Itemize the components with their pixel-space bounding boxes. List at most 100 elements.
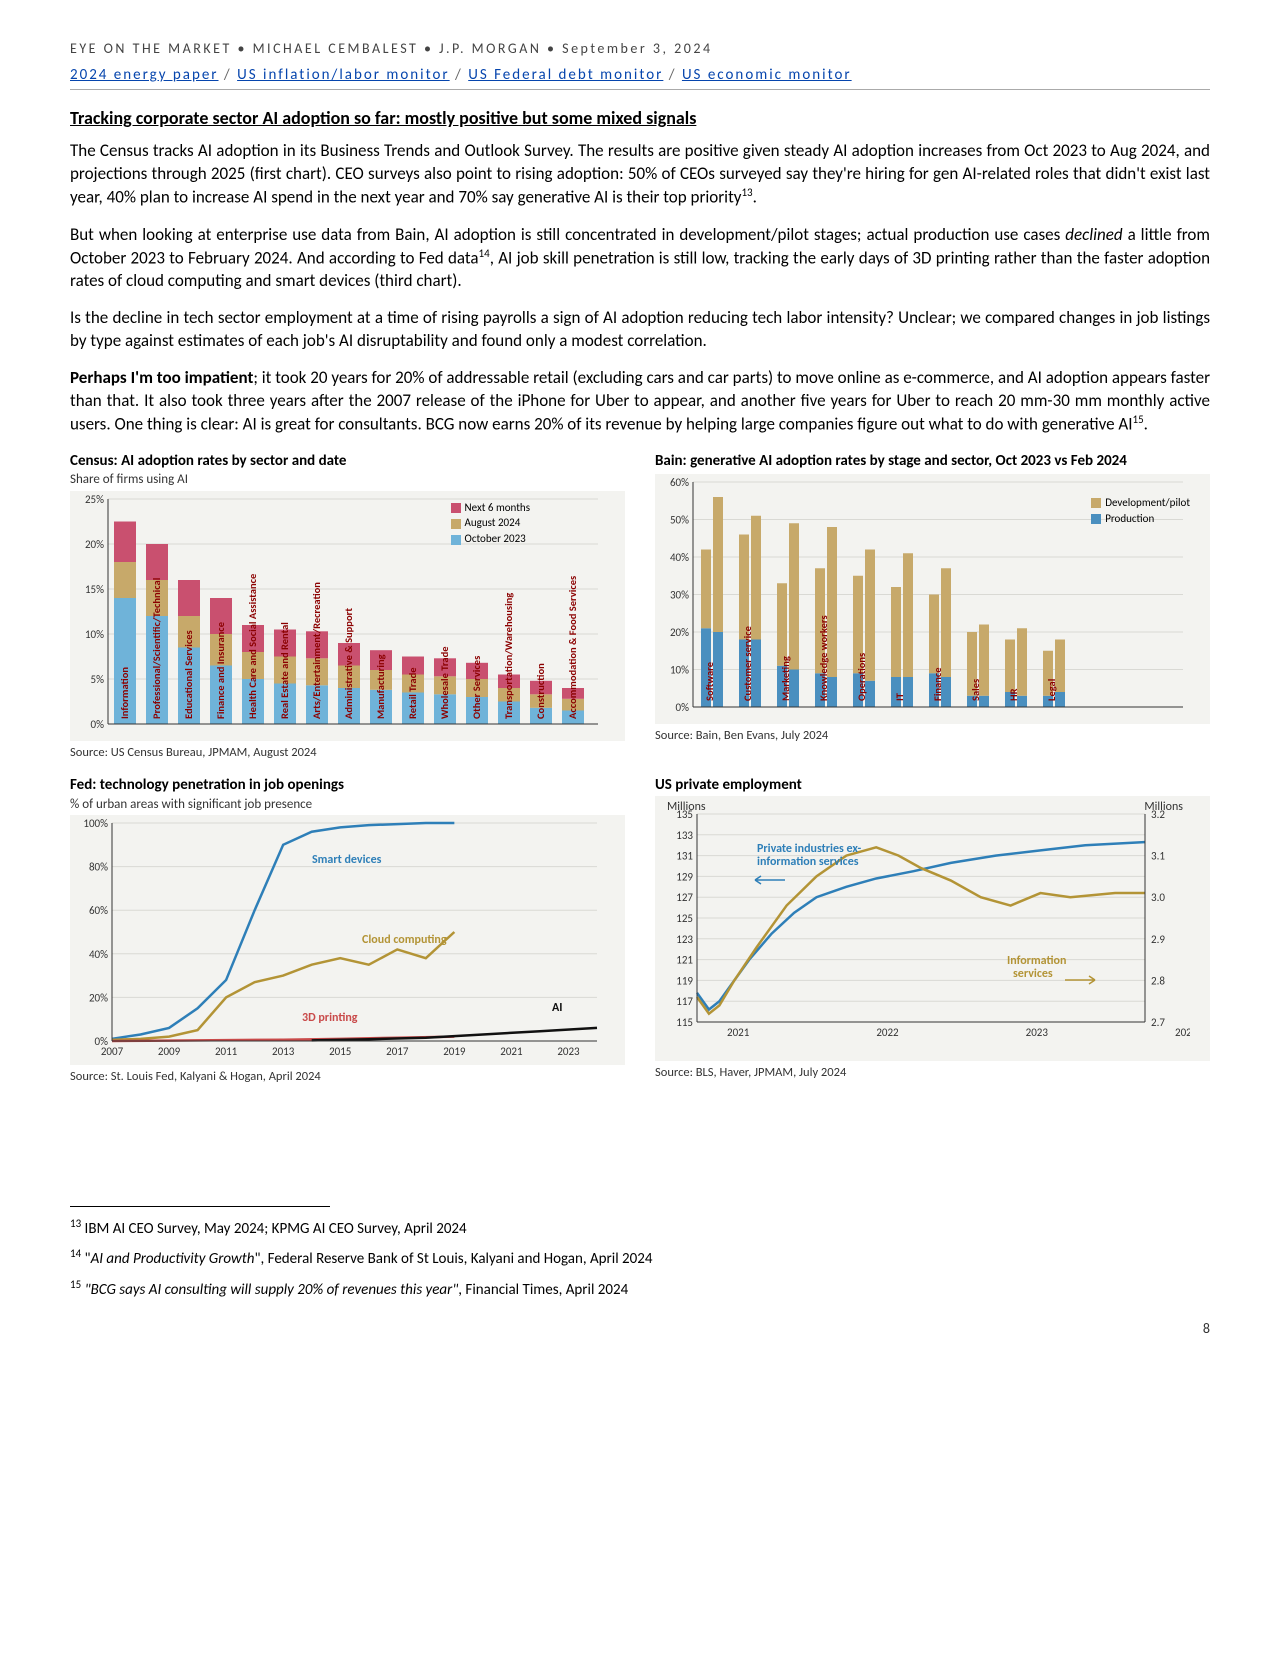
chart1-subtitle: Share of firms using AI bbox=[70, 471, 625, 489]
svg-text:2011: 2011 bbox=[215, 1045, 238, 1058]
section-title: Tracking corporate sector AI adoption so… bbox=[70, 106, 1210, 130]
svg-text:information services: information services bbox=[757, 855, 859, 869]
svg-text:20%: 20% bbox=[85, 538, 104, 551]
chart1-legend: Next 6 monthsAugust 2024October 2023 bbox=[451, 501, 530, 549]
svg-text:2024: 2024 bbox=[1175, 1026, 1190, 1039]
svg-text:2.9: 2.9 bbox=[1151, 932, 1165, 945]
svg-text:3.0: 3.0 bbox=[1151, 891, 1165, 904]
svg-text:131: 131 bbox=[676, 849, 693, 862]
svg-text:127: 127 bbox=[676, 891, 693, 904]
svg-text:Marketing: Marketing bbox=[779, 656, 792, 701]
svg-text:129: 129 bbox=[676, 870, 693, 883]
footnote-15: 15 "BCG says AI consulting will supply 2… bbox=[70, 1278, 1210, 1300]
svg-text:Finance and Insurance: Finance and Insurance bbox=[214, 622, 227, 719]
page-number: 8 bbox=[70, 1320, 1210, 1339]
svg-text:IT: IT bbox=[893, 692, 906, 701]
header-rule bbox=[70, 89, 1210, 90]
link-energy[interactable]: 2024 energy paper bbox=[70, 66, 219, 84]
chart3-subtitle: % of urban areas with significant job pr… bbox=[70, 796, 625, 814]
header-line: EYE ON THE MARKET • MICHAEL CEMBALEST • … bbox=[70, 40, 1210, 59]
svg-text:Other Services: Other Services bbox=[470, 655, 483, 718]
chart2-container: Bain: generative AI adoption rates by st… bbox=[655, 451, 1210, 762]
chart2-source: Source: Bain, Ben Evans, July 2024 bbox=[655, 728, 1210, 745]
svg-text:Smart devices: Smart devices bbox=[312, 853, 382, 867]
sep: / bbox=[219, 66, 238, 84]
svg-text:3.2: 3.2 bbox=[1151, 808, 1165, 821]
chart4-title: US private employment bbox=[655, 775, 1210, 795]
svg-text:119: 119 bbox=[676, 974, 693, 987]
link-fed-debt[interactable]: US Federal debt monitor bbox=[468, 66, 663, 84]
sep: / bbox=[450, 66, 469, 84]
link-inflation[interactable]: US inflation/labor monitor bbox=[237, 66, 450, 84]
svg-text:Cloud computing: Cloud computing bbox=[362, 933, 447, 947]
svg-text:115: 115 bbox=[676, 1016, 693, 1029]
chart1-container: Census: AI adoption rates by sector and … bbox=[70, 451, 625, 762]
svg-text:Transportation/Warehousing: Transportation/Warehousing bbox=[502, 592, 515, 718]
svg-text:services: services bbox=[1013, 967, 1053, 981]
svg-text:Accommodation & Food Services: Accommodation & Food Services bbox=[566, 575, 579, 718]
svg-text:0%: 0% bbox=[91, 718, 105, 731]
footnote-rule bbox=[70, 1206, 330, 1207]
svg-text:3.1: 3.1 bbox=[1151, 849, 1165, 862]
svg-text:125: 125 bbox=[676, 912, 693, 925]
svg-text:10%: 10% bbox=[670, 663, 689, 676]
svg-text:2022: 2022 bbox=[876, 1026, 899, 1039]
svg-text:30%: 30% bbox=[670, 588, 689, 601]
svg-text:AI: AI bbox=[552, 1001, 562, 1015]
svg-text:100%: 100% bbox=[83, 817, 108, 830]
sep: / bbox=[663, 66, 682, 84]
svg-text:2.7: 2.7 bbox=[1151, 1016, 1165, 1029]
svg-text:2021: 2021 bbox=[727, 1026, 750, 1039]
svg-text:3D printing: 3D printing bbox=[302, 1011, 358, 1025]
svg-text:Construction: Construction bbox=[534, 662, 547, 718]
svg-text:2023: 2023 bbox=[1026, 1026, 1049, 1039]
svg-text:133: 133 bbox=[676, 828, 693, 841]
svg-text:121: 121 bbox=[676, 953, 693, 966]
svg-text:Finance: Finance bbox=[931, 667, 944, 701]
svg-text:Professional/Scientific/Techni: Professional/Scientific/Technical bbox=[150, 577, 163, 718]
svg-text:Health Care and Social Assista: Health Care and Social Assistance bbox=[246, 573, 259, 718]
header-links: 2024 energy paper / US inflation/labor m… bbox=[70, 65, 1210, 85]
para-bold: Perhaps I'm too impatient bbox=[70, 367, 253, 388]
link-econ[interactable]: US economic monitor bbox=[682, 66, 852, 84]
svg-text:HR: HR bbox=[1007, 688, 1020, 701]
paragraph-2: But when looking at enterprise use data … bbox=[70, 224, 1210, 293]
svg-text:Operations: Operations bbox=[855, 653, 868, 701]
svg-text:2023: 2023 bbox=[557, 1045, 580, 1058]
svg-text:2009: 2009 bbox=[158, 1045, 181, 1058]
paragraph-3: Is the decline in tech sector employment… bbox=[70, 307, 1210, 353]
svg-text:Legal: Legal bbox=[1045, 679, 1058, 701]
svg-text:5%: 5% bbox=[91, 673, 105, 686]
svg-text:2007: 2007 bbox=[101, 1045, 124, 1058]
svg-text:Real Estate and Rental: Real Estate and Rental bbox=[278, 622, 291, 719]
svg-text:Customer service: Customer service bbox=[741, 626, 754, 701]
svg-text:Private industries ex-: Private industries ex- bbox=[757, 842, 862, 856]
svg-text:50%: 50% bbox=[670, 513, 689, 526]
svg-text:Manufacturing: Manufacturing bbox=[374, 654, 387, 719]
chart4-container: US private employment MillionsMillions11… bbox=[655, 775, 1210, 1086]
svg-text:80%: 80% bbox=[89, 861, 108, 874]
svg-text:Wholesale Trade: Wholesale Trade bbox=[438, 646, 451, 719]
footnote-ref-13: 13 bbox=[741, 186, 752, 199]
chart3-source: Source: St. Louis Fed, Kalyani & Hogan, … bbox=[70, 1069, 625, 1086]
svg-text:Information: Information bbox=[1007, 954, 1066, 968]
svg-text:Administrative & Support: Administrative & Support bbox=[342, 607, 355, 718]
chart1-title: Census: AI adoption rates by sector and … bbox=[70, 451, 625, 471]
svg-text:10%: 10% bbox=[85, 628, 104, 641]
svg-text:2013: 2013 bbox=[272, 1045, 295, 1058]
svg-text:40%: 40% bbox=[670, 551, 689, 564]
svg-text:2021: 2021 bbox=[500, 1045, 523, 1058]
svg-text:2.8: 2.8 bbox=[1151, 974, 1165, 987]
svg-text:60%: 60% bbox=[670, 476, 689, 489]
svg-text:Software: Software bbox=[703, 662, 716, 701]
chart4-svg: MillionsMillions115117119121123125127129… bbox=[655, 796, 1190, 1061]
chart3-svg: 0%20%40%60%80%100%2007200920112013201520… bbox=[70, 815, 605, 1065]
svg-text:60%: 60% bbox=[89, 904, 108, 917]
svg-text:15%: 15% bbox=[85, 583, 104, 596]
para-text: The Census tracks AI adoption in its Bus… bbox=[70, 140, 1210, 208]
svg-text:Arts/Entertainment/Recreation: Arts/Entertainment/Recreation bbox=[310, 581, 323, 718]
para-italic: declined bbox=[1065, 224, 1122, 245]
svg-text:Information: Information bbox=[118, 666, 131, 718]
footnote-13: 13 IBM AI CEO Survey, May 2024; KPMG AI … bbox=[70, 1217, 1210, 1239]
svg-text:Retail Trade: Retail Trade bbox=[406, 667, 419, 719]
